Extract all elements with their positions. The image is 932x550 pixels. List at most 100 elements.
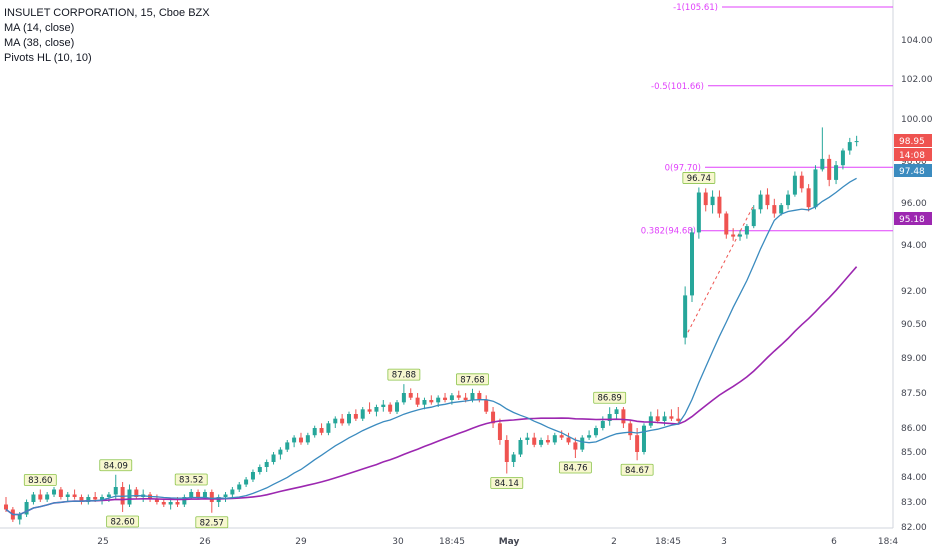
candle-body: [436, 397, 441, 403]
candle-body: [854, 141, 859, 143]
candle-body: [614, 409, 619, 414]
candle-body: [333, 418, 338, 424]
candle-body: [264, 462, 269, 467]
candle-body: [58, 489, 63, 497]
candle-body: [511, 454, 516, 462]
price-tag-box: [894, 148, 932, 161]
candle-body: [278, 449, 283, 455]
candle-body: [38, 494, 43, 500]
candle-body: [683, 295, 688, 338]
candle-body: [621, 409, 626, 424]
price-tick-label: 104.00: [901, 36, 932, 46]
candle-body: [600, 421, 605, 428]
candle-body: [4, 504, 8, 510]
candle-body: [209, 492, 214, 502]
candle-body: [175, 502, 180, 505]
time-tick-label: 18:4: [878, 537, 898, 547]
candle-body: [319, 428, 324, 433]
candle-body: [573, 442, 578, 450]
candle-body: [244, 479, 249, 485]
candle-body: [566, 437, 571, 443]
candle-body: [504, 440, 509, 462]
candle-body: [408, 393, 413, 398]
candle-body: [168, 502, 173, 505]
candle-body: [189, 492, 194, 497]
pivot-label: 96.74: [682, 172, 716, 184]
time-tick-label: 26: [199, 537, 211, 547]
candle-body: [717, 196, 722, 214]
symbol-title[interactable]: INSULET CORPORATION, 15, Cboe BZX: [4, 7, 210, 19]
price-tag: 95.18: [894, 212, 932, 225]
pivot-label-text: 84.14: [495, 479, 519, 489]
candle-body: [628, 423, 633, 436]
pivot-label-text: 87.68: [460, 375, 484, 385]
candle-body: [326, 423, 331, 433]
time-tick-label: 29: [295, 537, 307, 547]
time-tick-label: 2: [611, 537, 617, 547]
candle-body: [799, 175, 804, 189]
candle-body: [45, 494, 50, 500]
pivot-label-text: 83.52: [179, 476, 203, 486]
candle-body: [230, 489, 235, 495]
candle-body: [593, 428, 598, 436]
pivot-label-box: [174, 473, 208, 486]
candle-body: [607, 414, 612, 421]
pivot-label-box: [387, 368, 421, 381]
candle-body: [271, 454, 276, 462]
candle-body: [470, 393, 475, 400]
candle-body: [703, 192, 708, 206]
pivot-label-text: 96.74: [687, 174, 711, 184]
candle-body: [429, 400, 434, 403]
ma14-legend[interactable]: MA (14, close): [4, 22, 75, 34]
candle-body: [765, 194, 770, 206]
price-tick-label: 87.50: [901, 389, 927, 399]
candle-body: [182, 497, 187, 505]
price-tick-label: 85.00: [901, 448, 927, 458]
pivots-legend[interactable]: Pivots HL (10, 10): [4, 52, 92, 64]
candle-body: [792, 175, 797, 195]
pivot-label: 84.67: [620, 463, 654, 476]
candle-body: [367, 409, 372, 412]
candle-body: [79, 497, 84, 502]
candle-body: [100, 497, 105, 500]
candle-body: [662, 416, 667, 421]
candle-body: [340, 418, 345, 424]
pivot-label-box: [558, 461, 592, 474]
candle-body: [196, 492, 201, 497]
pivot-label-text: 84.09: [104, 461, 128, 471]
candle-body: [655, 416, 660, 421]
time-tick-label: 6: [831, 537, 837, 547]
candle-body: [415, 397, 420, 405]
pivot-label-text: 84.67: [625, 466, 649, 476]
fib-level-label: -1(105.61): [673, 3, 718, 13]
fib-level-label: 0.382(94.68): [641, 227, 696, 237]
pivot-label-box: [490, 477, 524, 489]
candle-body: [388, 404, 393, 412]
pivot-label: 84.14: [490, 477, 524, 489]
candle-body: [161, 502, 166, 505]
candle-body: [401, 393, 406, 403]
candle-body: [360, 409, 365, 419]
price-tag-box: [894, 212, 932, 225]
fib-level-label: 0(97.70): [665, 163, 701, 173]
candle-body: [347, 414, 351, 424]
price-tag-box: [894, 134, 932, 147]
candle-body: [223, 494, 228, 497]
ma38-legend[interactable]: MA (38, close): [4, 37, 75, 49]
candle-body: [292, 437, 297, 443]
pivot-label-box: [23, 474, 57, 486]
price-tick-label: 84.00: [901, 473, 927, 483]
candle-body: [497, 423, 502, 440]
time-tick-label: 25: [97, 537, 108, 547]
candle-body: [806, 188, 811, 208]
price-tick-label: 92.00: [901, 287, 927, 297]
candle-body: [113, 487, 118, 495]
candle-body: [772, 205, 777, 214]
candle-body: [422, 400, 427, 405]
candle-body: [840, 150, 845, 166]
pivot-label: 84.76: [558, 461, 592, 474]
pivot-label-text: 86.89: [598, 394, 622, 404]
candle-body: [484, 400, 489, 412]
pivot-label-text: 83.60: [28, 476, 52, 486]
